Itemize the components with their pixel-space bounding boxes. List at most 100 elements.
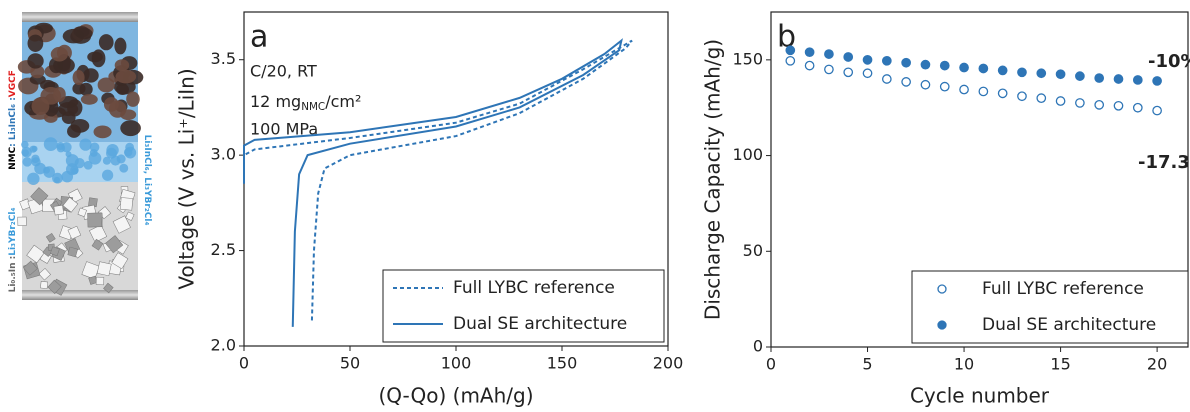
data-point <box>959 62 969 73</box>
plot-frame <box>770 11 1189 348</box>
legend-swatch <box>937 320 947 330</box>
lic-particle <box>83 160 93 170</box>
data-point <box>1113 100 1124 111</box>
lic-particle <box>124 146 137 159</box>
nmc-particle <box>79 82 93 96</box>
anode-particle <box>125 211 135 221</box>
nmc-particle <box>76 28 93 40</box>
data-point <box>920 59 931 70</box>
nmc-particle <box>98 34 114 51</box>
data-point <box>843 67 854 78</box>
legend-swatch <box>937 284 947 294</box>
x-axis-label: (Q-Qo) (mAh/g) <box>378 384 533 408</box>
lic-particle <box>43 137 58 152</box>
annotation-part: 12 mg <box>250 92 301 111</box>
data-point <box>1094 99 1105 110</box>
nmc-particle <box>72 70 85 85</box>
nmc-particle <box>126 91 140 107</box>
anode-label: Li₀.₅In :Li₃YBr₂Cl₄ <box>8 208 18 293</box>
anode-particle <box>119 197 134 211</box>
anode-particle <box>67 246 78 258</box>
nmc-particle <box>93 125 112 139</box>
data-point <box>1094 73 1105 83</box>
x-tick-label: 10 <box>954 355 974 374</box>
data-point <box>881 74 892 84</box>
data-point <box>785 55 796 66</box>
lic-particle <box>53 176 61 184</box>
annotation: 100 MPa <box>250 120 318 139</box>
nmc-particle <box>58 102 79 117</box>
cathode-label: NMC: Li₃InCl₆ :VGCF <box>8 70 18 170</box>
lic-particle <box>27 172 40 185</box>
nmc-particle <box>70 119 90 133</box>
anode-particle <box>96 261 112 277</box>
anode-particle <box>40 281 49 289</box>
y-tick-label: 2.0 <box>211 336 236 355</box>
nmc-particle <box>116 83 129 96</box>
annotation: C/20, RT <box>250 62 317 81</box>
data-point <box>978 86 989 97</box>
lic-particle <box>21 146 32 158</box>
separator-label: Li₃InCl₆, Li₃YBr₂Cl₄ <box>143 135 153 226</box>
data-point <box>862 55 873 65</box>
lic-particle <box>65 151 72 158</box>
annotation: a <box>250 20 268 55</box>
data-point <box>1075 98 1085 108</box>
anode-particle <box>47 279 62 294</box>
y-tick-label: 3.0 <box>211 145 236 164</box>
annotation-sub: NMC <box>301 101 325 113</box>
anode-particle <box>67 225 82 240</box>
legend-label: Dual SE architecture <box>453 314 627 334</box>
anode-particle <box>62 196 79 213</box>
cathode-label-part: NMC <box>8 146 18 169</box>
anode-particle <box>89 224 108 243</box>
data-point <box>997 65 1008 76</box>
x-tick-label: 15 <box>1050 355 1070 374</box>
anode-particle <box>26 244 45 264</box>
lic-particle <box>61 170 74 183</box>
lic-particle <box>119 163 129 173</box>
legend-box <box>382 269 665 343</box>
data-point <box>1055 69 1066 80</box>
data-point <box>1017 91 1027 102</box>
anode-particle <box>87 212 103 228</box>
annotation: 12 mgNMC/cm² <box>250 92 361 114</box>
y-tick-label: 3.5 <box>211 49 236 68</box>
anode-particle <box>17 216 27 226</box>
annotation-part: /cm² <box>325 92 361 111</box>
y-tick-label: 0 <box>753 337 763 356</box>
chart: 0 50 100 150 200 2.0 2.5 3.0 3.5 (Q-Qo) (mAh/g) Vo… <box>175 11 683 408</box>
data-point <box>1075 71 1085 81</box>
lic-particle <box>79 138 92 151</box>
data-point <box>978 63 989 74</box>
lic-particle <box>22 157 33 167</box>
anode-particle <box>45 232 56 243</box>
anode-label-part: Li₃YBr₂Cl₄ <box>8 208 18 256</box>
nmc-particle <box>31 97 50 116</box>
separator-label-part: Li₃InCl₆, Li₃YBr₂Cl₄ <box>143 135 153 226</box>
anode-particle <box>111 252 129 270</box>
legend-label: Dual SE architecture <box>982 315 1156 335</box>
y-tick-label: 2.5 <box>211 240 236 259</box>
x-tick-label: 50 <box>340 354 360 373</box>
lic-particle <box>31 145 38 152</box>
y-tick-label: 150 <box>732 49 763 68</box>
nmc-particle <box>53 86 66 102</box>
nmc-particle <box>108 100 127 118</box>
lic-particle <box>101 169 114 181</box>
voltage-curve <box>243 38 623 327</box>
data-point <box>862 68 873 79</box>
nmc-particle <box>87 51 103 63</box>
legend-label: Full LYBC reference <box>982 279 1144 299</box>
anode-label-part: Li₀.₅In : <box>8 256 18 293</box>
data-point <box>843 52 854 62</box>
lic-particle <box>61 142 72 153</box>
cathode-label-part: : Li₃InCl₆ : <box>8 97 18 147</box>
data-point <box>920 79 931 90</box>
nmc-particle <box>27 53 44 69</box>
data-point <box>1132 102 1143 113</box>
data-point <box>959 84 969 95</box>
lic-particle <box>65 154 79 168</box>
annotation: -17.3% <box>1138 152 1190 173</box>
